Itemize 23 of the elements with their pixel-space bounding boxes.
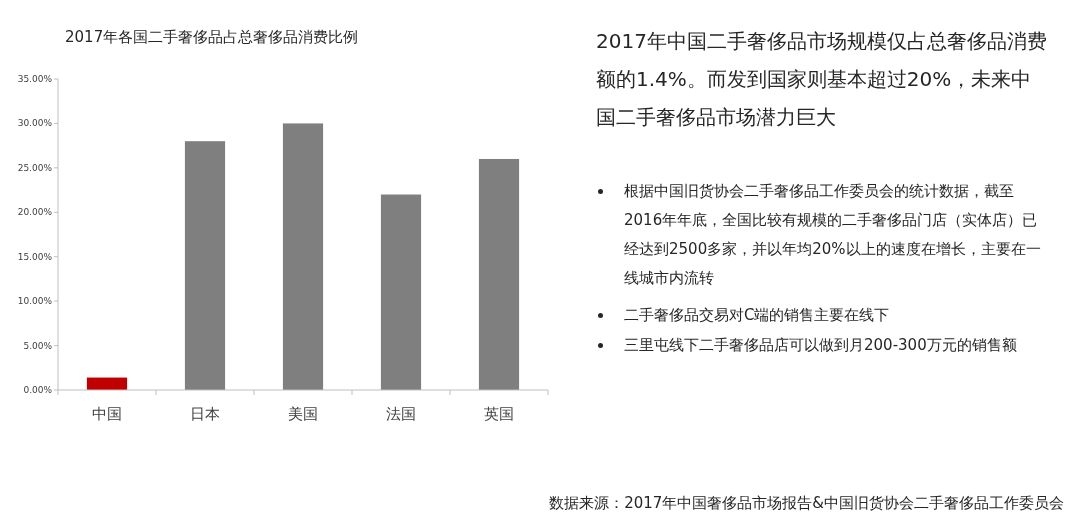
- text: 根据中国旧货协会二手奢侈品工作委员会的统计数据，截至2016年年底，全国比较有规模的二手奢侈品门店（实体店）已经达到2500多家，并以年均20%以上的速度在增长，主要在一线城市内流转: [624, 182, 1041, 287]
- bar: [184, 141, 226, 390]
- x-tick-label: 英国: [484, 405, 514, 423]
- chart-title: 2017年各国二手奢侈品占总奢侈品消费比例: [65, 28, 359, 46]
- y-tick-label: 5.00%: [23, 340, 53, 351]
- x-tick-label: 中国: [92, 405, 122, 423]
- bar: [380, 194, 422, 390]
- x-tick-label: 法国: [386, 405, 416, 423]
- y-tick-label: 25.00%: [17, 162, 53, 173]
- y-tick-label: 0.00%: [23, 385, 53, 395]
- x-tick-label: 日本: [190, 405, 220, 423]
- y-tick-label: 30.00%: [17, 118, 53, 129]
- x-tick-label: 美国: [288, 405, 318, 423]
- text: 二手奢侈品交易对C端的销售主要在线下: [624, 306, 890, 324]
- bar: [282, 123, 324, 390]
- bar: [478, 158, 520, 390]
- text: 2017年中国二手奢侈品市场规模仅占总奢侈品消费额的1.4%。而发到国家则基本超过20%，未来中国二手奢侈品市场潜力巨大: [596, 29, 1047, 129]
- text: 三里屯线下二手奢侈品店可以做到月200-300万元的销售额: [624, 336, 1017, 354]
- y-tick-label: 35.00%: [17, 74, 53, 84]
- y-tick-label: 10.00%: [17, 296, 53, 307]
- y-tick-label: 20.00%: [17, 207, 53, 218]
- source-note: 数据来源：2017年中国奢侈品市场报告&中国旧货协会二手奢侈品工作委员会: [549, 494, 1064, 512]
- y-tick-label: 15.00%: [17, 251, 53, 262]
